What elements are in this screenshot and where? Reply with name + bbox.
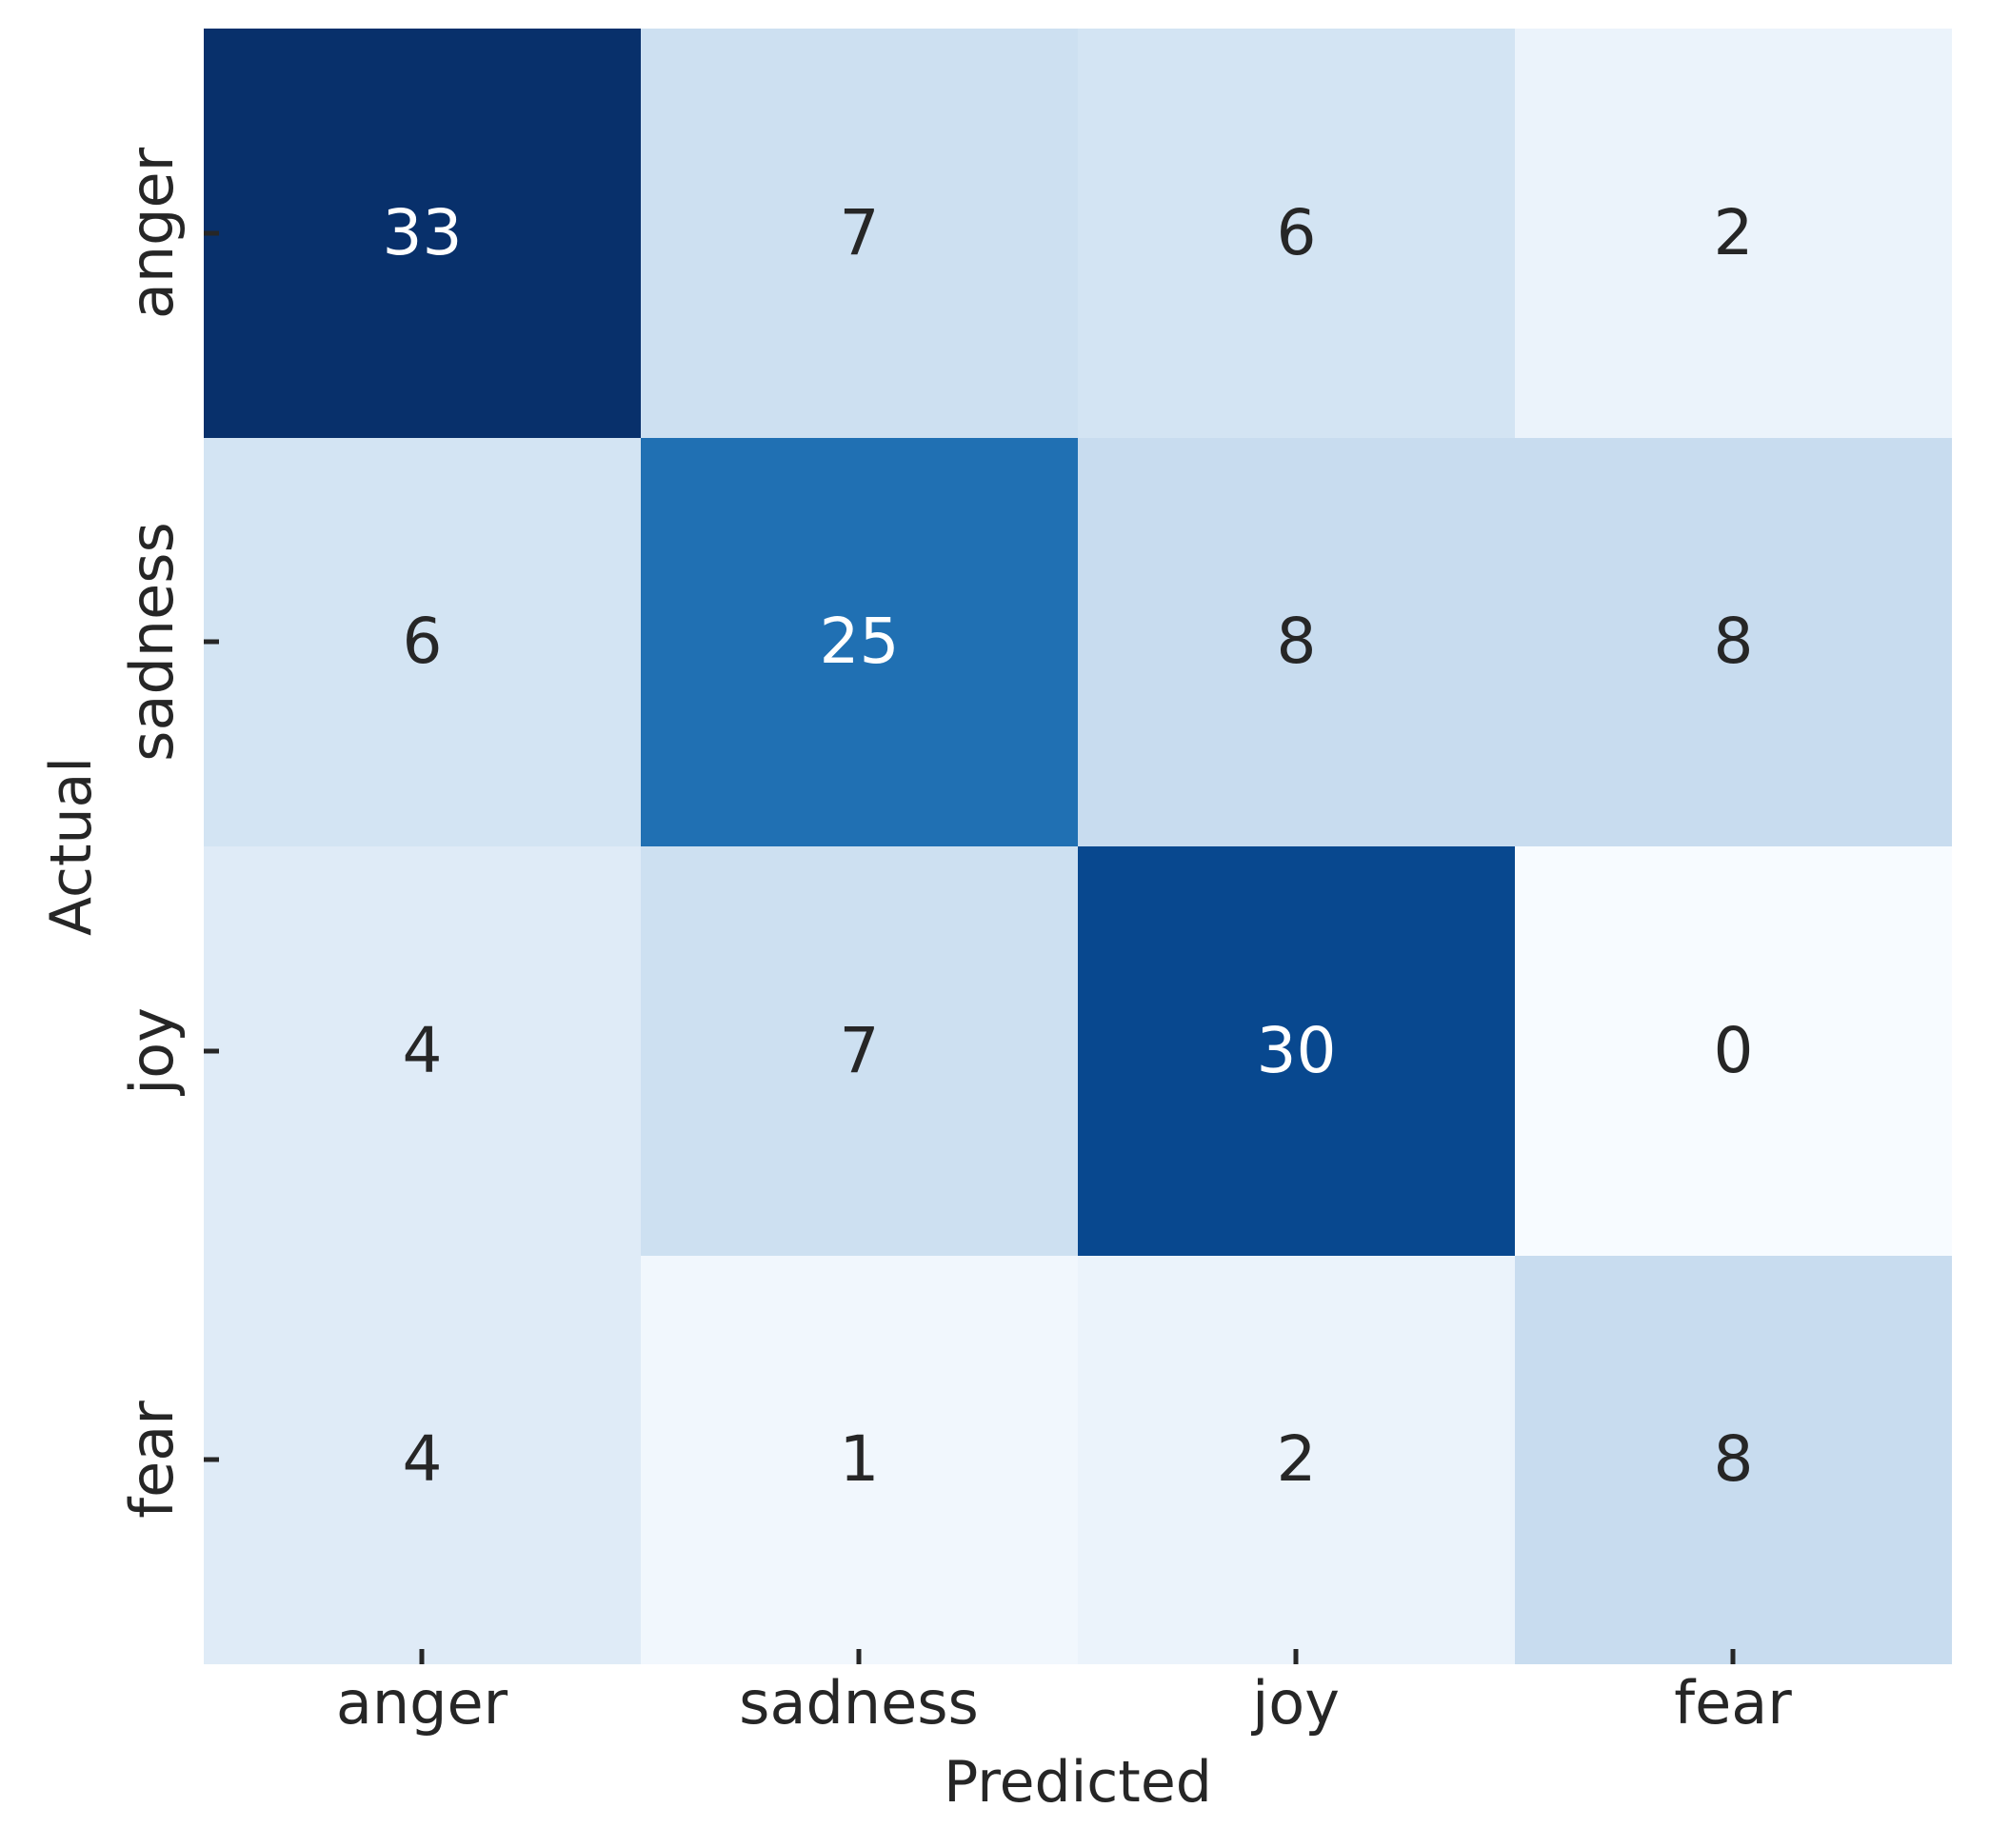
heatmap-cell: 2 bbox=[1078, 1255, 1515, 1664]
x-tick-mark bbox=[1293, 1649, 1299, 1664]
y-tick-mark bbox=[204, 1457, 219, 1462]
heatmap-cell: 8 bbox=[1078, 437, 1515, 846]
cell-value: 6 bbox=[1276, 195, 1317, 269]
heatmap-cell: 6 bbox=[204, 437, 641, 846]
heatmap-cell: 7 bbox=[641, 29, 1078, 438]
heatmap-plot-area: 33 7 6 2 6 25 8 8 4 7 30 0 4 1 2 8 bbox=[204, 29, 1952, 1664]
cell-value: 4 bbox=[402, 1013, 443, 1087]
cell-value: 33 bbox=[382, 195, 463, 269]
cell-value: 4 bbox=[402, 1422, 443, 1497]
x-tick-mark bbox=[856, 1649, 862, 1664]
x-tick-label-fear: fear bbox=[1674, 1668, 1792, 1738]
x-tick-mark bbox=[1730, 1649, 1736, 1664]
heatmap-cell: 30 bbox=[1078, 846, 1515, 1256]
y-tick-mark bbox=[204, 1048, 219, 1054]
heatmap-cell: 1 bbox=[641, 1255, 1078, 1664]
cell-value: 0 bbox=[1713, 1013, 1754, 1087]
cell-value: 25 bbox=[819, 605, 900, 679]
heatmap-cell: 33 bbox=[204, 29, 641, 438]
x-tick-label-sadness: sadness bbox=[739, 1668, 979, 1738]
cell-value: 8 bbox=[1276, 605, 1317, 679]
y-tick-label-joy: joy bbox=[117, 1007, 187, 1095]
heatmap-cell: 0 bbox=[1515, 846, 1952, 1256]
y-tick-mark bbox=[204, 230, 219, 236]
cell-value: 8 bbox=[1713, 1422, 1754, 1497]
y-tick-mark bbox=[204, 639, 219, 645]
heatmap-cell: 7 bbox=[641, 846, 1078, 1256]
heatmap-cell: 25 bbox=[641, 437, 1078, 846]
x-axis-title: Predicted bbox=[944, 1749, 1212, 1816]
x-tick-label-joy: joy bbox=[1252, 1668, 1340, 1738]
y-tick-label-fear: fear bbox=[117, 1401, 187, 1519]
cell-value: 7 bbox=[839, 195, 880, 269]
cell-value: 30 bbox=[1256, 1013, 1337, 1087]
cell-value: 6 bbox=[402, 605, 443, 679]
cell-value: 2 bbox=[1276, 1422, 1317, 1497]
heatmap-cell: 8 bbox=[1515, 437, 1952, 846]
x-tick-mark bbox=[419, 1649, 425, 1664]
y-axis-title: Actual bbox=[38, 757, 105, 936]
cell-value: 8 bbox=[1713, 605, 1754, 679]
heatmap-cell: 6 bbox=[1078, 29, 1515, 438]
heatmap-cell: 4 bbox=[204, 846, 641, 1256]
heatmap-cell: 8 bbox=[1515, 1255, 1952, 1664]
y-tick-label-anger: anger bbox=[117, 147, 187, 320]
x-tick-label-anger: anger bbox=[335, 1668, 508, 1738]
heatmap-cell: 4 bbox=[204, 1255, 641, 1664]
y-tick-label-sadness: sadness bbox=[117, 522, 187, 762]
cell-value: 1 bbox=[839, 1422, 880, 1497]
cell-value: 2 bbox=[1713, 195, 1754, 269]
cell-value: 7 bbox=[839, 1013, 880, 1087]
heatmap-cell: 2 bbox=[1515, 29, 1952, 438]
